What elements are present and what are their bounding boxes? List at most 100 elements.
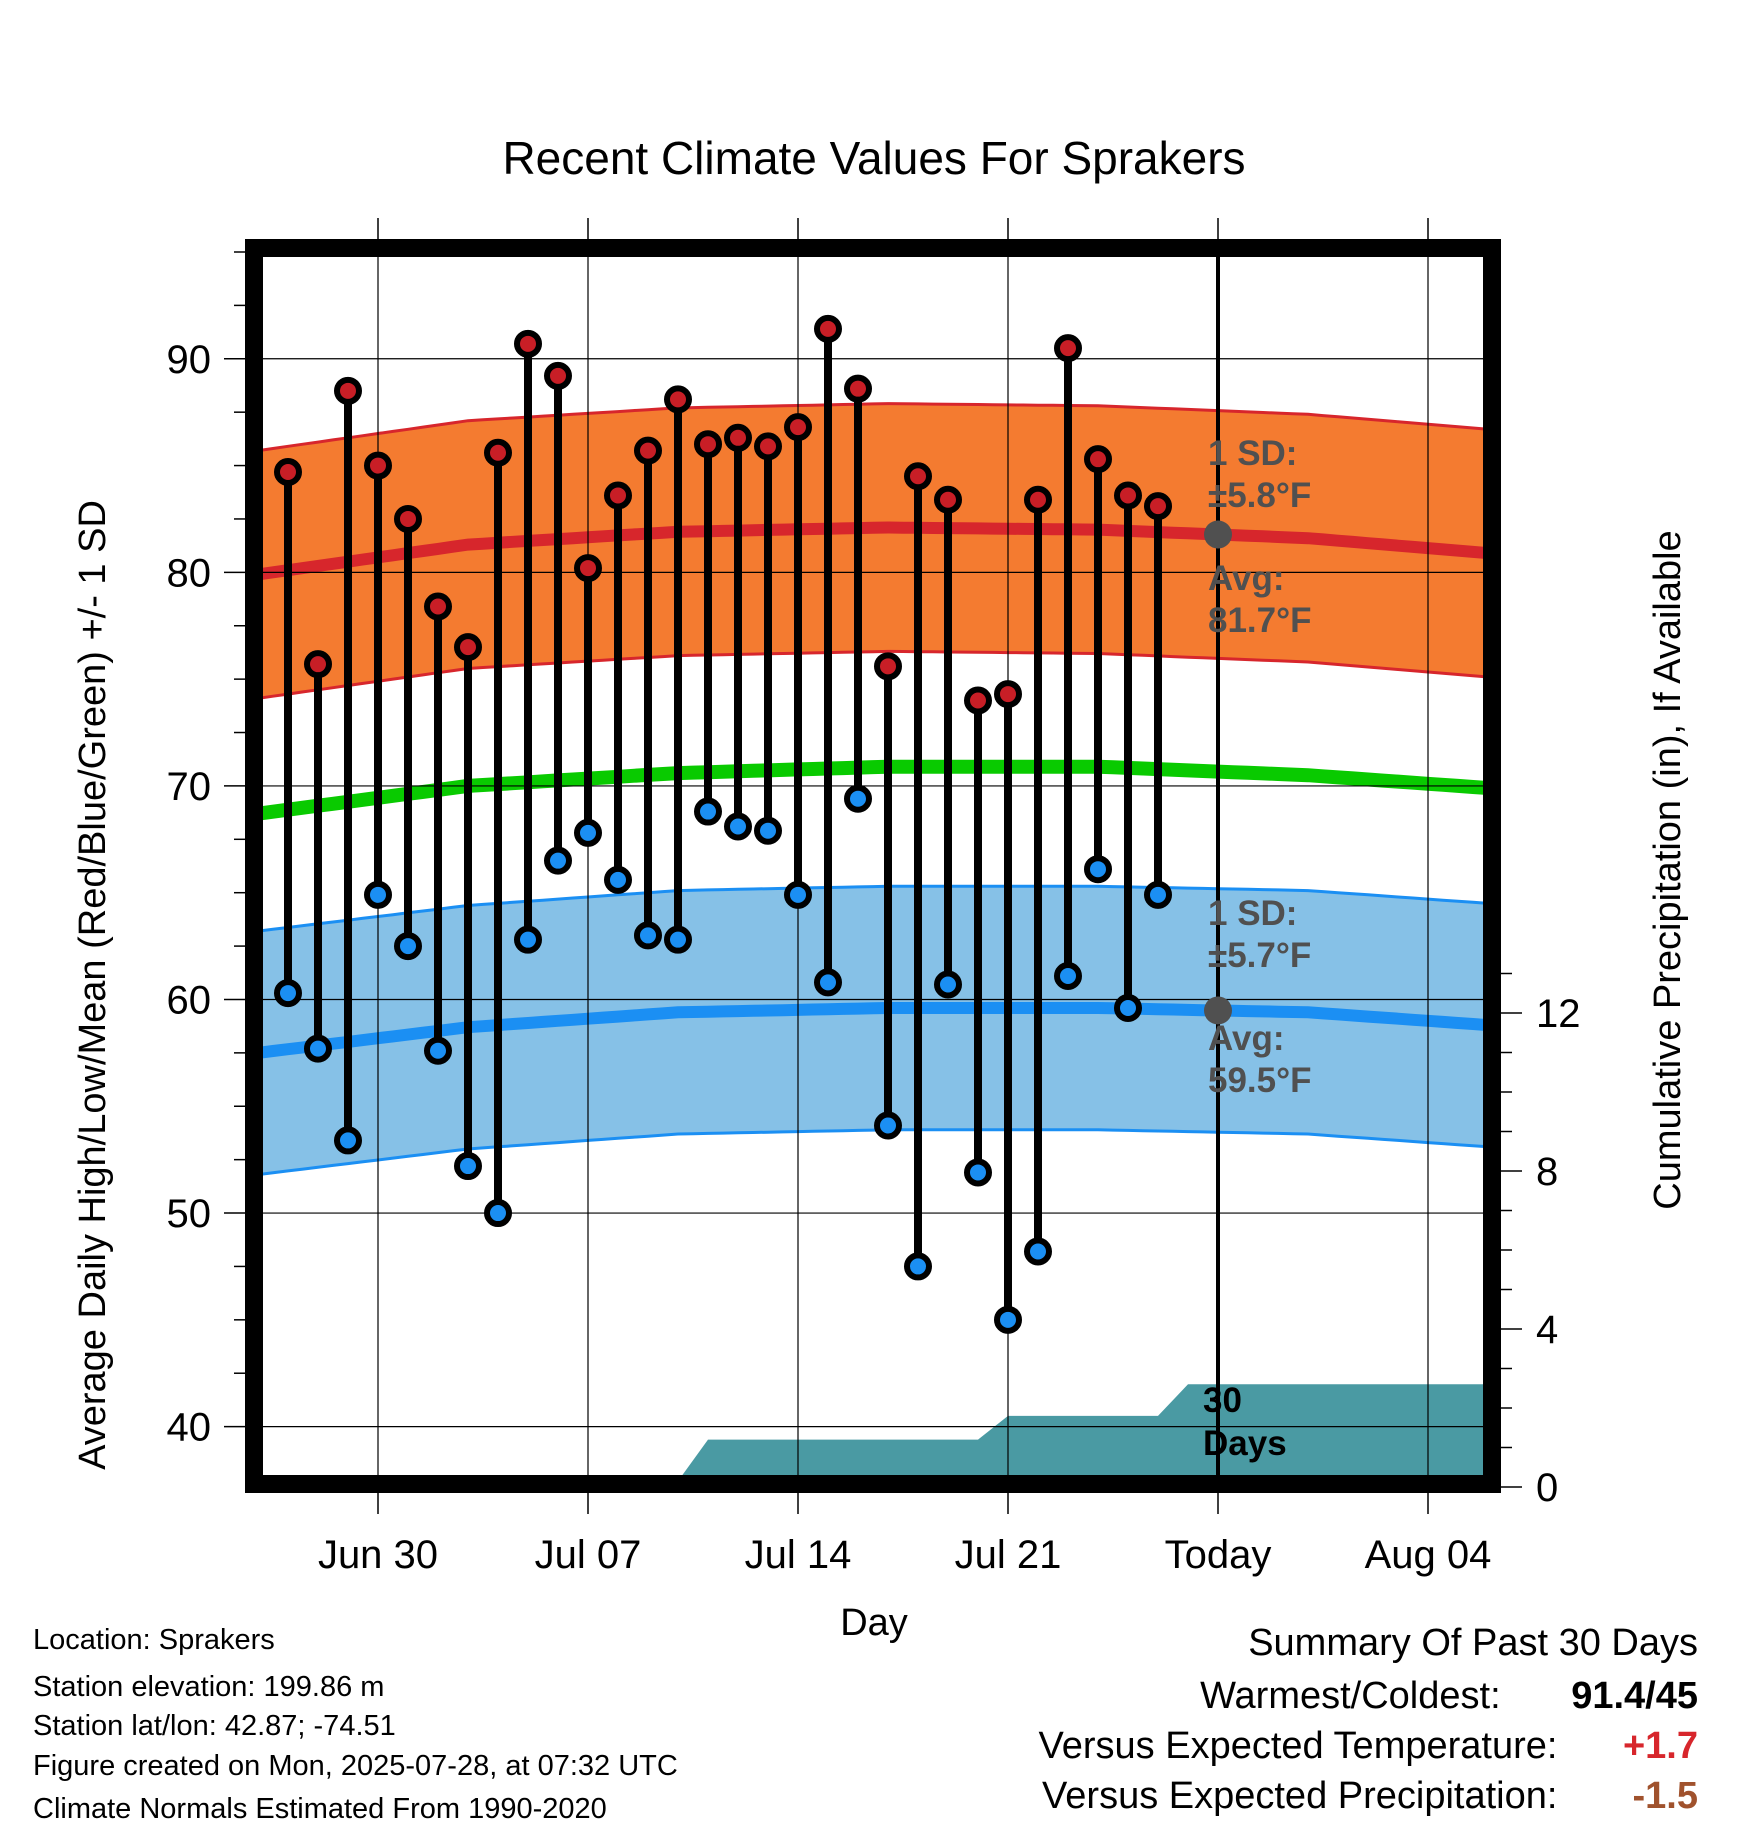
daily-high-marker (1054, 334, 1082, 363)
y2-tick-label: 8 (1536, 1150, 1558, 1194)
daily-high-marker (844, 374, 872, 403)
daily-high-marker (664, 385, 692, 414)
daily-high-marker (694, 430, 722, 459)
daily-low-marker (394, 932, 422, 961)
high-sd-label: 1 SD: (1208, 434, 1297, 473)
daily-high-marker (874, 652, 902, 681)
info-elevation: Station elevation: 199.86 m (33, 1671, 385, 1703)
daily-high-marker (604, 481, 632, 510)
daily-low-marker (544, 846, 572, 875)
y-axis-label: Average Daily High/Low/Mean (Red/Blue/Gr… (72, 500, 114, 1470)
daily-high-marker (274, 457, 302, 486)
daily-low-marker (664, 925, 692, 954)
summary-precip-value: -1.5 (1632, 1775, 1698, 1817)
daily-low-marker (304, 1034, 332, 1063)
low-average-line (258, 1002, 1488, 1059)
daily-low-marker (934, 970, 962, 999)
daily-high-marker (964, 686, 992, 715)
daily-high-marker (1084, 445, 1112, 474)
low-avg-value: 59.5°F (1208, 1061, 1312, 1100)
low-avg-label: Avg: (1208, 1019, 1284, 1058)
low-sd-label: 1 SD: (1208, 894, 1297, 933)
daily-low-marker (994, 1305, 1022, 1334)
info-latlon: Station lat/lon: 42.87; -74.51 (33, 1710, 396, 1742)
daily-high-marker (334, 376, 362, 405)
y2-tick-label: 4 (1536, 1308, 1558, 1352)
chart-title: Recent Climate Values For Sprakers (502, 132, 1245, 184)
x-tick-label: Jul 21 (955, 1533, 1062, 1577)
daily-high-marker (994, 680, 1022, 709)
daily-high-marker (454, 633, 482, 662)
plot-area: 40 50 60 70 80 90 0 4 8 12 Jun 30 Jul 07 Jul 14 Jul 2… (167, 218, 1581, 1577)
days-label: Days (1203, 1424, 1287, 1463)
daily-high-marker (1144, 492, 1172, 521)
summary-warmest-label: Warmest/Coldest: (1200, 1675, 1501, 1717)
precip-area (678, 1384, 1488, 1480)
daily-high-marker (724, 423, 752, 452)
daily-low-marker (514, 925, 542, 954)
daily-high-marker (364, 451, 392, 480)
x-tick-label: Jun 30 (318, 1533, 438, 1577)
today-high-average-marker (1204, 520, 1232, 549)
y-tick-label: 90 (167, 338, 212, 382)
daily-low-marker (724, 812, 752, 841)
info-normals: Climate Normals Estimated From 1990-2020 (33, 1793, 607, 1825)
daily-low-marker (274, 979, 302, 1008)
plot-content (258, 252, 1488, 1480)
annotations: 1 SD: ±5.8°F Avg: 81.7°F 1 SD: ±5.7°F Av… (1203, 434, 1312, 1463)
mean-line (258, 759, 1488, 821)
daily-low-marker (874, 1111, 902, 1140)
summary-warmest-row: Warmest/Coldest: 91.4/45 (1200, 1676, 1698, 1716)
daily-low-marker (634, 921, 662, 950)
daily-high-marker (1114, 481, 1142, 510)
daily-low-marker (1024, 1237, 1052, 1266)
daily-low-marker (904, 1252, 932, 1281)
summary-temp-value: +1.7 (1622, 1725, 1698, 1767)
daily-low-marker (574, 818, 602, 847)
daily-low-marker (364, 880, 392, 909)
y2-axis-label: Cumulative Precipitation (in), If Availa… (1647, 530, 1689, 1209)
daily-high-marker (754, 432, 782, 461)
summary-precip-row: Versus Expected Precipitation: -1.5 (1042, 1776, 1698, 1816)
summary-warmest-value: 91.4/45 (1571, 1675, 1698, 1717)
daily-low-marker (1054, 961, 1082, 990)
daily-high-marker (514, 329, 542, 358)
high-avg-label: Avg: (1208, 559, 1284, 598)
daily-low-marker (754, 816, 782, 845)
x-tick-label: Today (1165, 1533, 1272, 1577)
daily-low-marker (1144, 880, 1172, 909)
x-tick-label: Jul 14 (745, 1533, 852, 1577)
summary-temp-row: Versus Expected Temperature: +1.7 (1039, 1726, 1698, 1766)
daily-low-marker (784, 880, 812, 909)
y2-tick-label: 0 (1536, 1466, 1558, 1510)
x-axis-label: Day (840, 1602, 908, 1644)
y-tick-label: 40 (167, 1406, 212, 1450)
daily-high-marker (934, 485, 962, 514)
daily-low-marker (334, 1126, 362, 1155)
x-tick-label: Aug 04 (1365, 1533, 1492, 1577)
daily-low-marker (424, 1036, 452, 1065)
high-avg-value: 81.7°F (1208, 601, 1312, 640)
y-tick-label: 80 (167, 551, 212, 595)
daily-high-marker (424, 592, 452, 621)
daily-low-marker (484, 1199, 512, 1228)
info-location: Location: Sprakers (33, 1624, 275, 1656)
daily-high-marker (814, 314, 842, 343)
summary-precip-label: Versus Expected Precipitation: (1042, 1775, 1558, 1817)
daily-high-marker (394, 504, 422, 533)
y2-tick-label: 12 (1536, 992, 1581, 1036)
info-created: Figure created on Mon, 2025-07-28, at 07… (33, 1750, 678, 1782)
days-count: 30 (1203, 1381, 1242, 1420)
y-tick-label: 50 (167, 1192, 212, 1236)
daily-high-marker (304, 650, 332, 679)
daily-high-marker (544, 361, 572, 390)
x-tick-label: Jul 07 (535, 1533, 642, 1577)
daily-low-marker (964, 1158, 992, 1187)
daily-low-marker (604, 865, 632, 894)
daily-high-marker (784, 413, 812, 442)
daily-low-marker (844, 784, 872, 813)
low-sd-value: ±5.7°F (1208, 936, 1311, 975)
daily-high-marker (904, 462, 932, 491)
summary-title: Summary Of Past 30 Days (1248, 1622, 1698, 1664)
